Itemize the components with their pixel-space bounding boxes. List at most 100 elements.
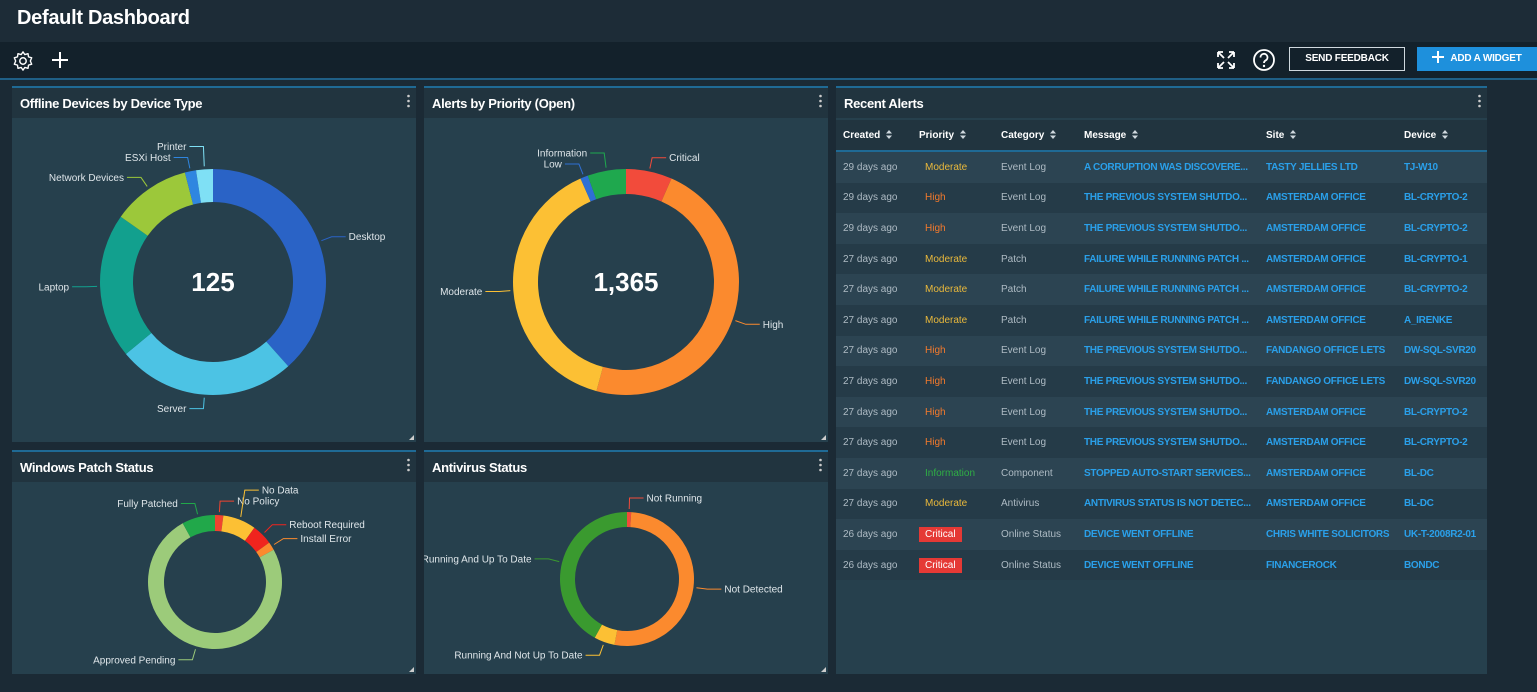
alert-row[interactable]: 27 days ago High Event Log THE PREVIOUS SYS… [836, 366, 1487, 397]
column-header[interactable]: Site [1259, 120, 1397, 152]
alert-row[interactable]: 27 days ago Moderate Patch FAILURE WHILE RU… [836, 274, 1487, 305]
table-cell: AMSTERDAM OFFICE [1259, 427, 1397, 458]
cell-link[interactable]: DEVICE WENT OFFLINE [1084, 528, 1194, 540]
cell-link[interactable]: FAILURE WHILE RUNNING PATCH ... [1084, 253, 1249, 265]
column-header[interactable]: Created [836, 120, 912, 152]
cell-link[interactable]: CHRIS WHITE SOLICITORS [1266, 528, 1390, 540]
cell-link[interactable]: AMSTERDAM OFFICE [1266, 253, 1366, 265]
cell-link[interactable]: BL-CRYPTO-1 [1404, 253, 1468, 265]
table-cell: Moderate [912, 304, 994, 336]
menu-dot [407, 458, 410, 462]
cell-text: Patch [1001, 284, 1027, 296]
cell-link[interactable]: TJ-W10 [1404, 161, 1438, 173]
widget-menu[interactable] [407, 458, 410, 472]
alert-row[interactable]: 27 days ago High Event Log THE PREVIOUS SYS… [836, 396, 1487, 428]
alert-row[interactable]: 29 days ago Moderate Event Log A CORRUPTION… [836, 151, 1487, 183]
cell-link[interactable]: TASTY JELLIES LTD [1266, 161, 1358, 173]
cell-link[interactable]: BL-CRYPTO-2 [1404, 222, 1468, 234]
donut-segment [580, 175, 597, 202]
table-header: Created Priority Category Message Site Device [836, 120, 1487, 152]
table-cell: A CORRUPTION WAS DISCOVERE... [1077, 151, 1259, 183]
cell-link[interactable]: AMSTERDAM OFFICE [1266, 437, 1366, 449]
cell-link[interactable]: AMSTERDAM OFFICE [1266, 498, 1366, 510]
table-cell: Event Log [994, 396, 1077, 428]
alert-row[interactable]: 29 days ago High Event Log THE PREVIOUS SYS… [836, 182, 1487, 214]
alert-row[interactable]: 29 days ago High Event Log THE PREVIOUS SYS… [836, 213, 1487, 244]
alert-row[interactable]: 27 days ago Moderate Patch FAILURE WHILE RU… [836, 243, 1487, 275]
alert-row[interactable]: 27 days ago High Event Log THE PREVIOUS SYS… [836, 335, 1487, 367]
cell-link[interactable]: BL-CRYPTO-2 [1404, 284, 1468, 296]
cell-link[interactable]: THE PREVIOUS SYSTEM SHUTDO... [1084, 222, 1247, 234]
column-header[interactable]: Device [1397, 120, 1487, 152]
cell-link[interactable]: THE PREVIOUS SYSTEM SHUTDO... [1084, 345, 1247, 357]
column-header[interactable]: Message [1077, 120, 1259, 152]
cell-link[interactable]: A CORRUPTION WAS DISCOVERE... [1084, 161, 1248, 173]
widget-menu[interactable] [407, 94, 410, 108]
column-header[interactable]: Priority [912, 120, 994, 152]
priority-badge: High [925, 222, 946, 234]
table-cell: STOPPED AUTO-START SERVICES... [1077, 457, 1259, 489]
alert-row[interactable]: 27 days ago Moderate Patch FAILURE WHILE RU… [836, 304, 1487, 336]
cell-link[interactable]: STOPPED AUTO-START SERVICES... [1084, 467, 1251, 479]
cell-link[interactable]: THE PREVIOUS SYSTEM SHUTDO... [1084, 437, 1247, 449]
alert-row[interactable]: 27 days ago Information Component STOPPED A… [836, 457, 1487, 489]
cell-text: Patch [1001, 253, 1027, 265]
cell-link[interactable]: AMSTERDAM OFFICE [1266, 284, 1366, 296]
alert-row[interactable]: 26 days ago Critical Online Status DEVICE W… [836, 549, 1487, 581]
fullscreen-icon[interactable] [1216, 50, 1236, 70]
cell-link[interactable]: FANDANGO OFFICE LETS [1266, 375, 1386, 387]
add-widget-button[interactable]: ADD A WIDGET [1417, 47, 1537, 71]
cell-text: Event Log [1001, 161, 1047, 173]
cell-link[interactable]: AMSTERDAM OFFICE [1266, 222, 1366, 234]
widget-menu[interactable] [819, 458, 822, 472]
donut-segment [213, 169, 326, 367]
table-cell: 27 days ago [836, 366, 912, 397]
cell-link[interactable]: FAILURE WHILE RUNNING PATCH ... [1084, 314, 1249, 326]
widget-menu[interactable] [819, 94, 822, 108]
cell-link[interactable]: BL-DC [1404, 467, 1434, 479]
send-feedback-button[interactable]: SEND FEEDBACK [1289, 47, 1405, 71]
alert-row[interactable]: 27 days ago High Event Log THE PREVIOUS SYS… [836, 427, 1487, 458]
cell-link[interactable]: THE PREVIOUS SYSTEM SHUTDO... [1084, 406, 1247, 418]
cell-link[interactable]: BL-CRYPTO-2 [1404, 406, 1468, 418]
cell-link[interactable]: BL-CRYPTO-2 [1404, 437, 1468, 449]
cell-link[interactable]: THE PREVIOUS SYSTEM SHUTDO... [1084, 192, 1247, 204]
cell-link[interactable]: FAILURE WHILE RUNNING PATCH ... [1084, 284, 1249, 296]
alert-row[interactable]: 27 days ago Moderate Antivirus ANTIVIRUS ST… [836, 488, 1487, 520]
cell-link[interactable]: BONDC [1404, 559, 1440, 571]
cell-link[interactable]: FANDANGO OFFICE LETS [1266, 345, 1386, 357]
add-icon[interactable] [50, 50, 70, 70]
column-label: Site [1266, 129, 1285, 141]
table-cell: 27 days ago [836, 243, 912, 275]
cell-link[interactable]: AMSTERDAM OFFICE [1266, 192, 1366, 204]
cell-text: Component [1001, 467, 1053, 479]
table-cell: BL-CRYPTO-2 [1397, 274, 1487, 305]
alert-row[interactable]: 26 days ago Critical Online Status DEVICE W… [836, 519, 1487, 550]
cell-link[interactable]: AMSTERDAM OFFICE [1266, 314, 1366, 326]
widget-menu[interactable] [1478, 94, 1481, 108]
cell-link[interactable]: DW-SQL-SVR20 [1404, 375, 1476, 387]
table-cell: THE PREVIOUS SYSTEM SHUTDO... [1077, 213, 1259, 244]
widget: Alerts by Priority (Open) Critical High Mod… [424, 86, 828, 442]
cell-link[interactable]: A_IRENKE [1404, 314, 1453, 326]
table-cell: 27 days ago [836, 274, 912, 305]
column-header[interactable]: Category [994, 120, 1077, 152]
settings-icon[interactable] [12, 50, 34, 72]
cell-link[interactable]: AMSTERDAM OFFICE [1266, 467, 1366, 479]
table-cell: High [912, 182, 994, 214]
table-cell: DW-SQL-SVR20 [1397, 366, 1487, 397]
cell-link[interactable]: BL-DC [1404, 498, 1434, 510]
table-cell: FINANCEROCK [1259, 549, 1397, 581]
cell-link[interactable]: DW-SQL-SVR20 [1404, 345, 1476, 357]
cell-link[interactable]: FINANCEROCK [1266, 559, 1337, 571]
table-cell: 27 days ago [836, 457, 912, 489]
cell-link[interactable]: BL-CRYPTO-2 [1404, 192, 1468, 204]
cell-link[interactable]: THE PREVIOUS SYSTEM SHUTDO... [1084, 375, 1247, 387]
table-cell: AMSTERDAM OFFICE [1259, 304, 1397, 336]
cell-link[interactable]: UK-T-2008R2-01 [1404, 528, 1476, 540]
help-icon[interactable] [1252, 48, 1276, 72]
cell-link[interactable]: ANTIVIRUS STATUS IS NOT DETEC... [1084, 498, 1251, 510]
cell-link[interactable]: AMSTERDAM OFFICE [1266, 406, 1366, 418]
cell-link[interactable]: DEVICE WENT OFFLINE [1084, 559, 1194, 571]
column-label: Category [1001, 129, 1045, 141]
